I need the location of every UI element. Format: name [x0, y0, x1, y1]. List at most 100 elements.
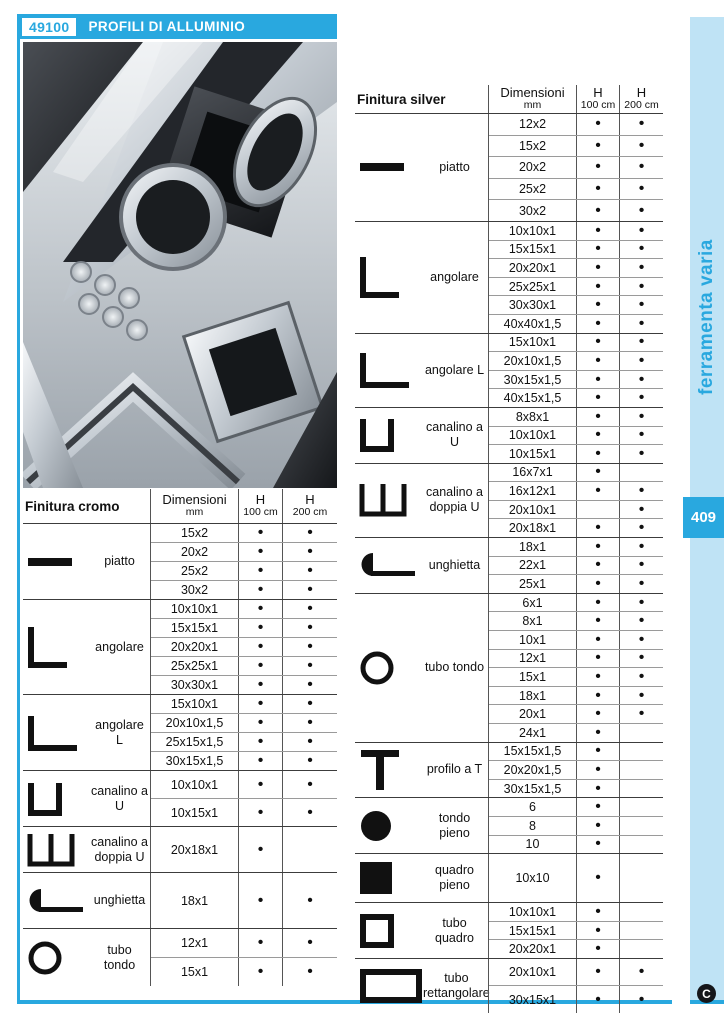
- table-row: 20x2 • •: [151, 542, 337, 561]
- availability-h100: •: [576, 779, 619, 798]
- availability-h100: •: [576, 157, 619, 178]
- rect-tube-icon: [357, 968, 423, 1004]
- availability-h100: •: [576, 407, 619, 426]
- table-row: 15x15x1 •: [489, 920, 663, 940]
- column-h100: H 100 cm: [238, 489, 282, 523]
- availability-h200: •: [619, 135, 663, 157]
- profile-name: tondo pieno: [438, 810, 471, 840]
- dimension-cell: 30x15x1,5: [503, 781, 562, 796]
- availability-h100: •: [576, 240, 619, 259]
- table-row: 30x2 • •: [489, 199, 663, 221]
- dimension-cell: 16x12x1: [508, 484, 557, 499]
- dimension-cell: 30x30x1: [170, 678, 219, 692]
- availability-h200: •: [619, 389, 663, 407]
- profile-section: unghietta 18x1 • •: [23, 872, 337, 928]
- profile-section: angolare 10x10x1 • • 15x15x1 • • 20x20x1 • • 25x25…: [23, 599, 337, 694]
- table-row: 10x15x1 • •: [151, 798, 337, 826]
- profile-cell: quadro pieno: [355, 854, 488, 902]
- availability-h200: •: [619, 178, 663, 200]
- availability-h200: •: [282, 638, 337, 656]
- profile-cell: angolare: [23, 600, 150, 694]
- table-row: 20x2 • •: [489, 156, 663, 178]
- availability-h200: •: [619, 426, 663, 445]
- availability-h200: •: [619, 612, 663, 631]
- flat-bar-icon: [25, 557, 91, 567]
- availability-h200: •: [282, 752, 337, 770]
- availability-h200: [619, 854, 663, 903]
- table-row: 18x1 • •: [489, 685, 663, 705]
- availability-h200: [619, 798, 663, 816]
- availability-h200: •: [619, 686, 663, 705]
- product-photo: [23, 42, 337, 488]
- availability-h100: •: [576, 835, 619, 854]
- dimension-cell: 10x10x1: [170, 777, 219, 792]
- angle-icon: [25, 625, 91, 669]
- availability-h200: •: [619, 668, 663, 686]
- availability-h200: [619, 779, 663, 798]
- table-row: 12x1 • •: [489, 648, 663, 668]
- page-bottom-rule: [17, 1000, 672, 1004]
- dimension-cell: 20x2: [180, 545, 209, 559]
- availability-h100: •: [238, 657, 282, 675]
- dimension-cell: 24x1: [518, 725, 547, 740]
- availability-h200: •: [282, 657, 337, 675]
- availability-h100: •: [576, 816, 619, 835]
- availability-h200: •: [282, 714, 337, 732]
- table-row: 20x10x1 •: [489, 499, 663, 519]
- table-row: 24x1 •: [489, 723, 663, 742]
- dimension-cell: 6x1: [522, 595, 543, 610]
- table-row: 15x15x1 • •: [489, 239, 663, 259]
- dimension-cell: 20x20x1: [508, 260, 557, 275]
- availability-h200: •: [619, 221, 663, 240]
- table-row: 30x15x1,5 • •: [489, 369, 663, 389]
- availability-h100: •: [576, 178, 619, 200]
- table-row: 15x10x1 • •: [489, 333, 663, 352]
- availability-h100: •: [576, 445, 619, 463]
- column-dimensions: Dimensioni mm: [488, 85, 576, 113]
- table-row: 30x15x1,5 •: [489, 778, 663, 798]
- profile-name: piatto: [439, 159, 470, 174]
- availability-h200: •: [619, 352, 663, 370]
- availability-h100: •: [238, 524, 282, 542]
- availability-h100: •: [238, 929, 282, 957]
- profile-name: angolare L: [95, 717, 144, 747]
- profile-name: tubo rettangolare: [423, 970, 490, 1000]
- table-row: 25x25x1 • •: [489, 276, 663, 296]
- profile-cell: tubo quadro: [355, 903, 488, 958]
- availability-h100: •: [576, 940, 619, 958]
- table-row: 20x20x1,5 •: [489, 760, 663, 779]
- availability-h200: •: [619, 314, 663, 333]
- dimension-cell: 20x10x1: [508, 502, 557, 517]
- availability-h100: •: [576, 389, 619, 407]
- table-row: 30x15x1 • •: [489, 985, 663, 1013]
- profile-name: tubo quadro: [435, 915, 474, 945]
- availability-h100: •: [238, 581, 282, 599]
- profile-section: canalino a U 8x8x1 • • 10x10x1 • • 10x15x1 • •: [355, 406, 663, 463]
- dimension-cell: 20x2: [518, 160, 547, 175]
- dimension-cell: 20x20x1,5: [503, 762, 562, 777]
- availability-h200: •: [619, 556, 663, 575]
- availability-h200: •: [282, 619, 337, 637]
- dimension-cell: 8x1: [522, 614, 543, 629]
- dimension-cell: 15x15x1: [508, 242, 557, 257]
- availability-h100: •: [576, 742, 619, 761]
- solid-square-icon: [357, 861, 423, 895]
- availability-h100: •: [576, 705, 619, 723]
- dimension-cell: 30x2: [180, 583, 209, 597]
- dimension-cell: 12x1: [518, 651, 547, 666]
- availability-h100: •: [576, 221, 619, 240]
- profile-name: quadro pieno: [435, 863, 474, 893]
- profile-name: canalino a doppia U: [426, 485, 483, 515]
- dimension-cell: 18x1: [180, 893, 209, 908]
- profile-section: tondo pieno 6 • 8 • 10 •: [355, 797, 663, 854]
- angle-icon: [357, 255, 423, 299]
- profile-section: canalino a U 10x10x1 • • 10x15x1 • •: [23, 770, 337, 826]
- table-row: 6x1 • •: [489, 593, 663, 612]
- availability-h100: •: [576, 426, 619, 445]
- availability-h100: •: [238, 562, 282, 580]
- availability-h200: •: [619, 482, 663, 500]
- availability-h200: [619, 816, 663, 835]
- availability-h200: [619, 835, 663, 854]
- availability-h100: •: [576, 200, 619, 221]
- availability-h100: •: [576, 519, 619, 538]
